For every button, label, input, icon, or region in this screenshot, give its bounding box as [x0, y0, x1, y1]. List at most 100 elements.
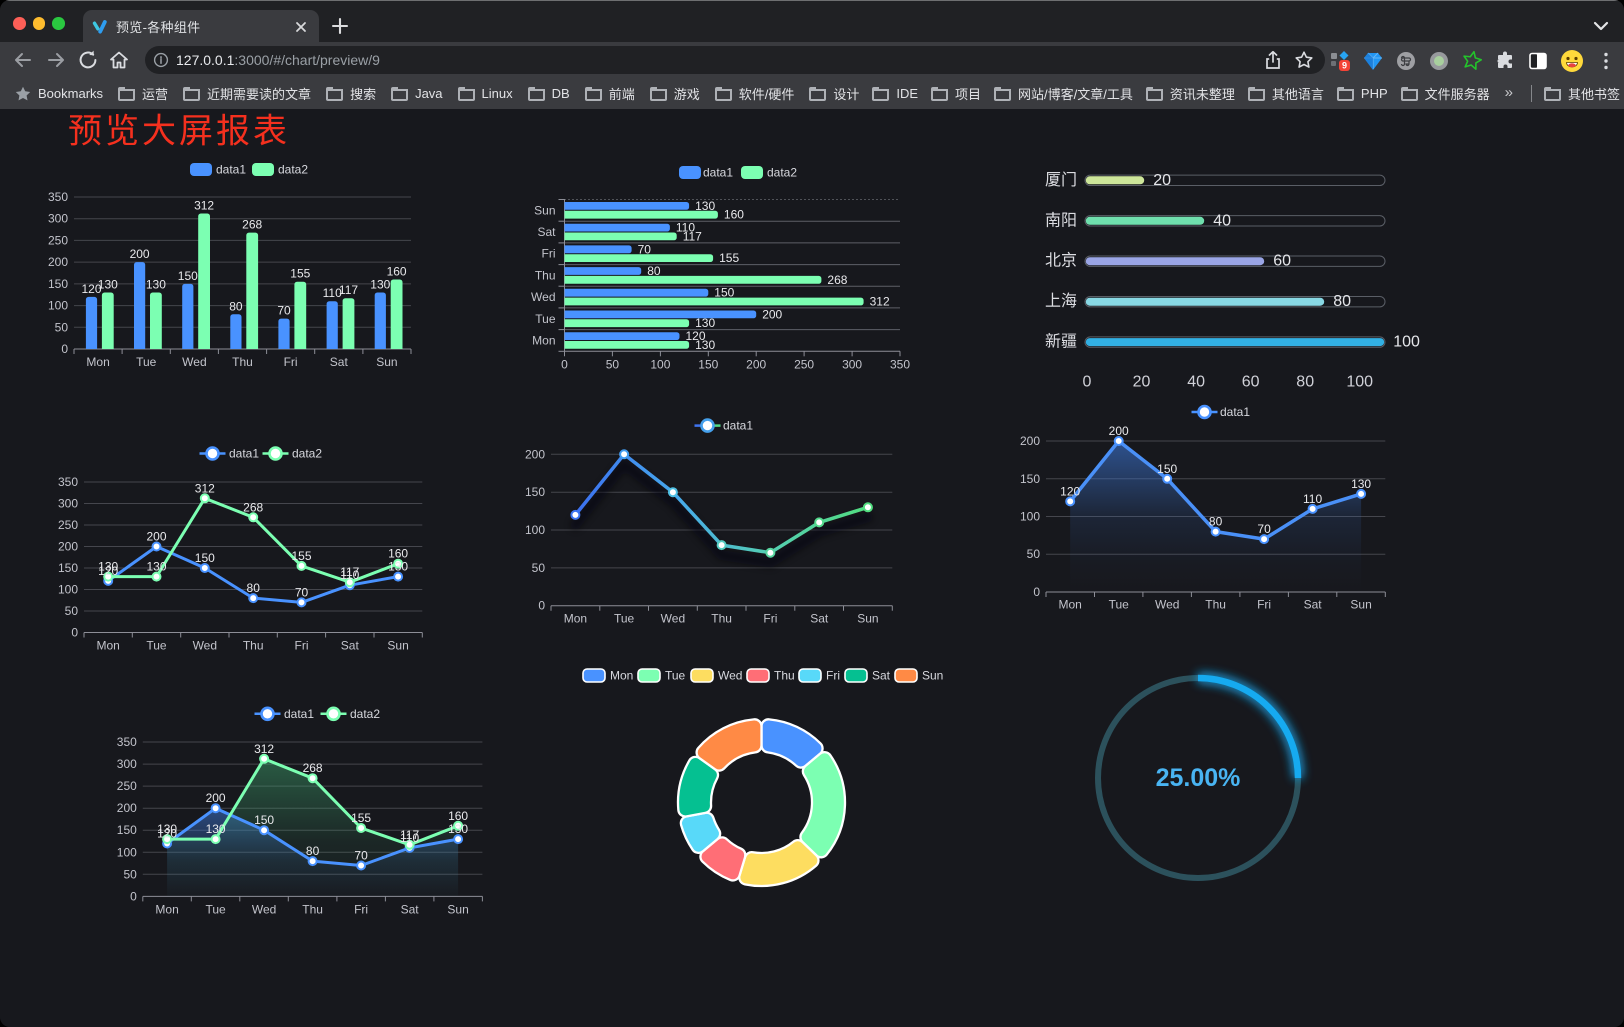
svg-text:268: 268	[242, 218, 262, 232]
svg-text:Sun: Sun	[447, 903, 468, 917]
svg-text:70: 70	[277, 304, 291, 318]
svg-text:Fri: Fri	[542, 247, 556, 261]
svg-text:268: 268	[243, 500, 263, 514]
svg-text:0: 0	[130, 889, 137, 903]
svg-text:300: 300	[842, 357, 862, 371]
svg-text:data1: data1	[1220, 405, 1250, 419]
svg-text:25.00%: 25.00%	[1156, 764, 1241, 792]
svg-text:150: 150	[698, 357, 718, 371]
svg-text:120: 120	[81, 282, 101, 296]
svg-text:100: 100	[525, 523, 545, 537]
svg-text:data2: data2	[278, 163, 308, 177]
svg-text:200: 200	[1109, 424, 1129, 438]
svg-text:250: 250	[48, 233, 68, 247]
svg-text:250: 250	[58, 518, 78, 532]
svg-text:Fri: Fri	[763, 612, 777, 626]
svg-text:Wed: Wed	[252, 903, 276, 917]
svg-text:250: 250	[117, 779, 137, 793]
svg-text:Thu: Thu	[711, 612, 732, 626]
svg-text:data2: data2	[350, 707, 380, 721]
svg-text:130: 130	[370, 278, 390, 292]
svg-text:150: 150	[195, 551, 215, 565]
svg-text:Mon: Mon	[532, 334, 555, 348]
svg-text:Thu: Thu	[302, 903, 323, 917]
svg-text:Sun: Sun	[922, 669, 943, 683]
svg-text:150: 150	[1020, 472, 1040, 486]
svg-text:50: 50	[1027, 547, 1041, 561]
svg-text:130: 130	[157, 822, 177, 836]
svg-text:Fri: Fri	[284, 355, 298, 369]
svg-text:40: 40	[1213, 212, 1231, 229]
svg-text:150: 150	[178, 269, 198, 283]
svg-text:Mon: Mon	[155, 903, 178, 917]
svg-text:Sat: Sat	[872, 669, 891, 683]
svg-text:Sat: Sat	[537, 225, 556, 239]
svg-text:data2: data2	[292, 447, 322, 461]
svg-text:Fri: Fri	[295, 639, 309, 653]
svg-text:data1: data1	[284, 707, 314, 721]
svg-text:200: 200	[146, 530, 166, 544]
svg-text:150: 150	[117, 823, 137, 837]
svg-text:160: 160	[388, 547, 408, 561]
svg-text:268: 268	[827, 273, 847, 287]
svg-text:80: 80	[229, 299, 243, 313]
svg-text:312: 312	[194, 199, 214, 213]
svg-text:130: 130	[206, 822, 226, 836]
svg-text:Thu: Thu	[232, 355, 253, 369]
svg-text:Tue: Tue	[665, 669, 686, 683]
svg-text:0: 0	[71, 626, 78, 640]
svg-text:130: 130	[98, 560, 118, 574]
svg-text:data1: data1	[703, 166, 733, 180]
svg-text:150: 150	[254, 813, 274, 827]
svg-text:110: 110	[400, 831, 419, 845]
svg-text:预览大屏报表: 预览大屏报表	[68, 113, 290, 151]
svg-text:312: 312	[195, 481, 215, 495]
svg-text:300: 300	[48, 212, 68, 226]
svg-text:117: 117	[400, 828, 419, 842]
svg-text:130: 130	[695, 338, 715, 352]
svg-text:110: 110	[676, 221, 695, 235]
svg-text:155: 155	[291, 549, 311, 563]
svg-text:Wed: Wed	[1155, 598, 1179, 612]
svg-text:80: 80	[247, 581, 261, 595]
svg-text:117: 117	[340, 565, 359, 579]
svg-text:250: 250	[794, 357, 814, 371]
svg-text:100: 100	[117, 845, 137, 859]
svg-text:50: 50	[532, 561, 546, 575]
svg-text:新疆: 新疆	[1045, 333, 1077, 351]
svg-text:200: 200	[206, 791, 226, 805]
svg-text:80: 80	[1296, 374, 1314, 391]
svg-text:60: 60	[1273, 253, 1291, 270]
svg-text:Sat: Sat	[810, 612, 829, 626]
svg-text:350: 350	[58, 475, 78, 489]
svg-text:Sat: Sat	[401, 903, 420, 917]
svg-text:40: 40	[1187, 374, 1205, 391]
svg-text:50: 50	[55, 320, 69, 334]
svg-text:Thu: Thu	[535, 268, 556, 282]
svg-text:Sun: Sun	[1350, 598, 1371, 612]
svg-text:312: 312	[870, 295, 890, 309]
svg-text:Thu: Thu	[774, 669, 795, 683]
svg-text:data1: data1	[216, 163, 246, 177]
svg-text:上海: 上海	[1045, 292, 1077, 310]
svg-text:150: 150	[58, 561, 78, 575]
svg-text:150: 150	[714, 286, 734, 300]
svg-text:0: 0	[61, 342, 68, 356]
svg-text:Mon: Mon	[86, 355, 109, 369]
svg-text:80: 80	[1209, 515, 1223, 529]
svg-text:200: 200	[130, 247, 150, 261]
svg-text:130: 130	[388, 560, 408, 574]
svg-text:南阳: 南阳	[1045, 211, 1077, 229]
svg-text:268: 268	[303, 761, 323, 775]
svg-text:150: 150	[1157, 462, 1177, 476]
svg-text:150: 150	[525, 485, 545, 499]
svg-text:130: 130	[695, 199, 715, 213]
svg-text:0: 0	[538, 599, 545, 613]
svg-text:北京: 北京	[1045, 252, 1077, 270]
svg-text:160: 160	[387, 265, 407, 279]
svg-text:80: 80	[647, 264, 661, 278]
svg-text:Thu: Thu	[243, 639, 264, 653]
svg-text:200: 200	[117, 801, 137, 815]
svg-text:0: 0	[1033, 585, 1040, 599]
svg-text:312: 312	[254, 742, 274, 756]
